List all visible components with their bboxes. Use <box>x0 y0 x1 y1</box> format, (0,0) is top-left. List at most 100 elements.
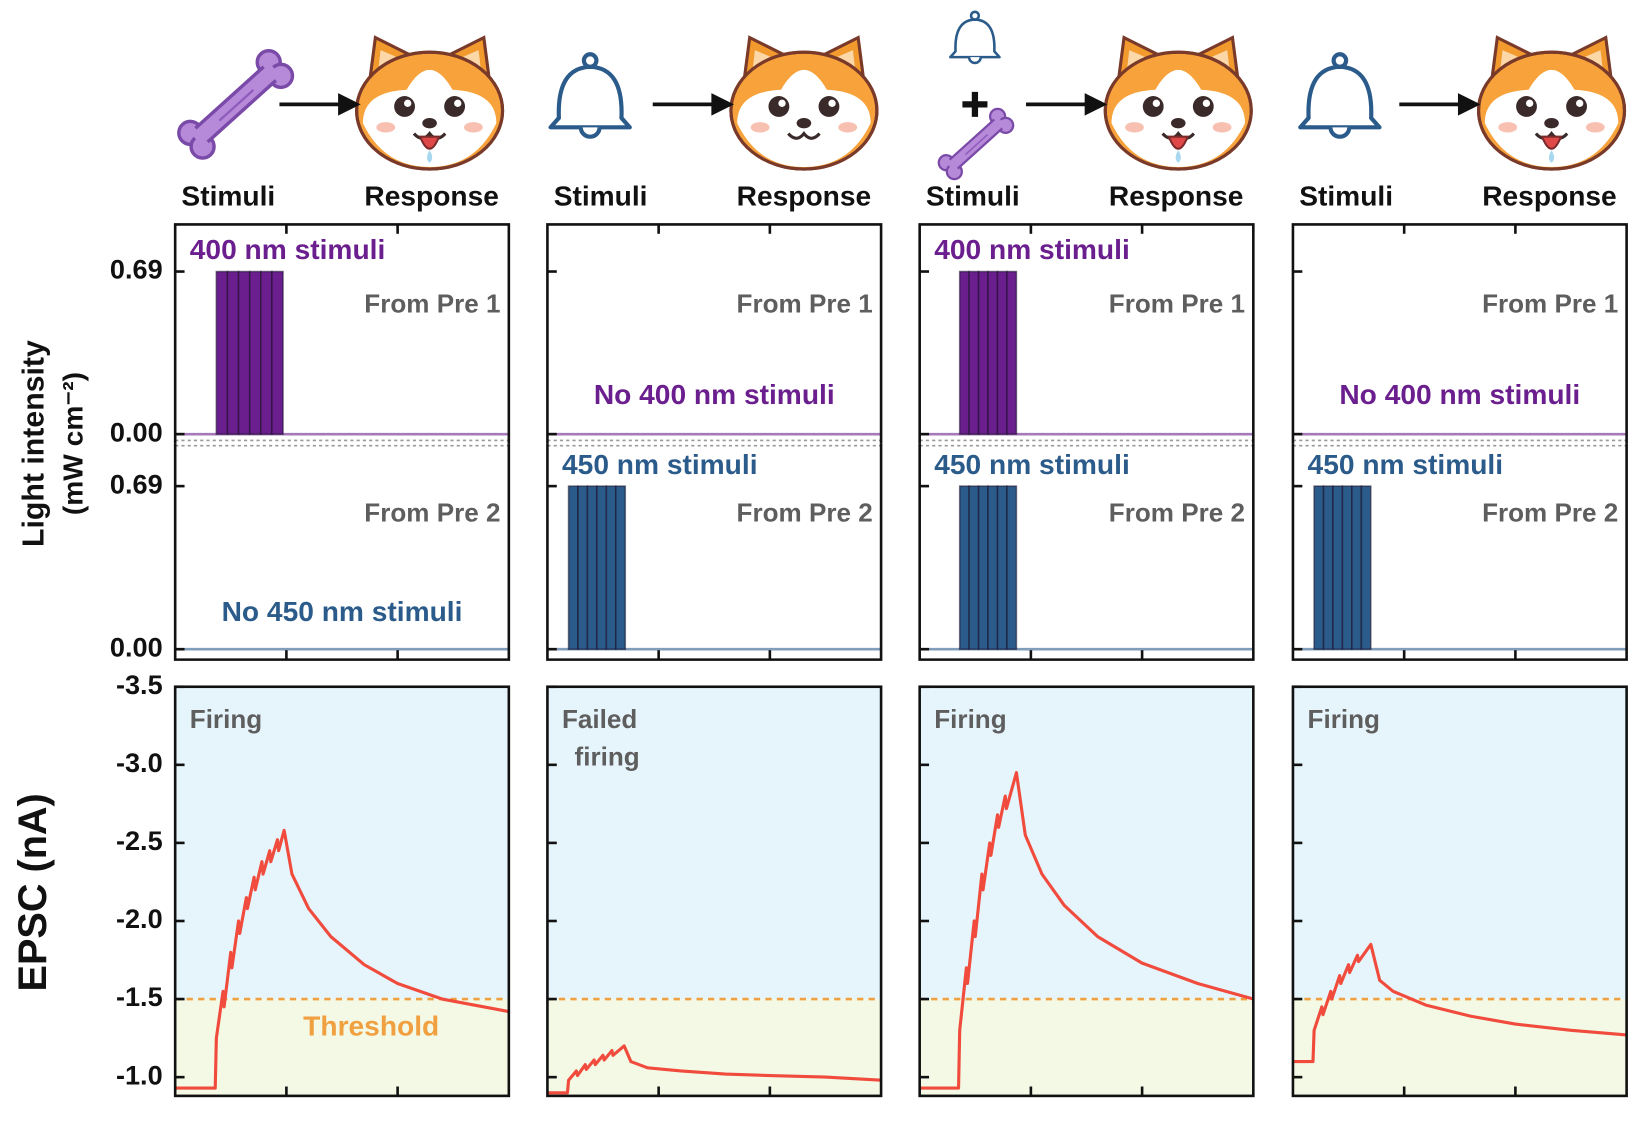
stimulus-label: 450 nm stimuli <box>1308 449 1504 480</box>
stimulus-label: No 400 nm stimuli <box>594 379 835 410</box>
y-axis-title: EPSC (nA) <box>11 793 55 991</box>
y-tick-label: -1.0 <box>116 1059 163 1090</box>
epsc-curve <box>1292 942 1627 1064</box>
y-tick-label: 0.00 <box>110 631 163 662</box>
panel-frame <box>546 685 883 1098</box>
light-pulse <box>977 270 989 435</box>
panel-frame <box>918 443 1255 661</box>
source-label: From Pre 1 <box>364 289 500 319</box>
firing-status: Firing <box>1308 704 1380 734</box>
firing-region <box>919 686 1254 1000</box>
light-pulse <box>958 270 970 435</box>
epsc-curve <box>547 1044 882 1095</box>
light-pulse <box>226 270 240 435</box>
stimuli-label: Stimuli <box>1299 181 1393 212</box>
bell-icon <box>551 54 630 136</box>
light-pulse <box>987 270 999 435</box>
y-tick-label: -1.5 <box>116 981 163 1012</box>
bell-icon <box>949 10 1001 65</box>
response-label: Response <box>737 181 872 212</box>
firing-status: Firing <box>934 704 1006 734</box>
panel-frame <box>173 443 511 661</box>
light-pulse <box>1313 485 1325 651</box>
light-pulse <box>987 485 999 651</box>
figure-body: Light intensity (mW cm⁻²) EPSC (nA) Stim… <box>11 10 1628 1098</box>
light-pulse <box>215 270 229 435</box>
panel-dividers <box>175 439 1627 447</box>
firing-status: firing <box>575 742 640 772</box>
light-pulse <box>1006 485 1018 651</box>
stimuli-label: Stimuli <box>181 181 275 212</box>
light-pulse <box>577 485 589 651</box>
threshold-label: Threshold <box>303 1011 439 1042</box>
source-label: From Pre 1 <box>737 289 873 319</box>
source-label: From Pre 2 <box>1109 497 1245 527</box>
y-axis-unit: (mW cm⁻²) <box>58 372 89 515</box>
panel-frame <box>546 443 883 661</box>
light-pulse <box>1332 485 1344 651</box>
source-label: From Pre 1 <box>1109 289 1245 319</box>
y-axis-title: Light intensity <box>17 340 50 547</box>
y-tick-label: -3.5 <box>116 669 163 700</box>
panel-frame <box>173 223 511 444</box>
y-tick-label: -2.5 <box>116 825 163 856</box>
panel-frame <box>173 685 511 1098</box>
light-pulse <box>596 485 608 651</box>
subthreshold-region <box>175 999 509 1096</box>
bone-icon <box>934 104 1018 184</box>
y-tick-label: 0.69 <box>110 254 163 285</box>
firing-region <box>1292 686 1627 1000</box>
light-pulse <box>1351 485 1363 651</box>
light-pulse <box>1322 485 1334 651</box>
stimulus-label: 400 nm stimuli <box>190 234 386 265</box>
response-label: Response <box>1482 181 1617 212</box>
source-label: From Pre 1 <box>1482 289 1618 319</box>
light-pulse <box>615 485 627 651</box>
stimulus-label: 450 nm stimuli <box>934 449 1130 480</box>
light-pulse <box>1360 485 1372 651</box>
firing-status: Firing <box>190 704 262 734</box>
light-pulse <box>1341 485 1353 651</box>
firing-region <box>547 686 882 1000</box>
stimulus-label: No 400 nm stimuli <box>1339 379 1580 410</box>
light-pulse <box>248 270 262 435</box>
panel-frame <box>546 223 883 444</box>
stimulus-label: 450 nm stimuli <box>562 449 758 480</box>
light-pulse <box>968 270 980 435</box>
light-pulse <box>586 485 598 651</box>
subthreshold-region <box>919 999 1254 1096</box>
stimulus-label: 400 nm stimuli <box>934 234 1130 265</box>
y-tick-label: -3.0 <box>116 747 163 778</box>
subthreshold-region <box>1292 999 1627 1096</box>
light-pulse <box>1006 270 1018 435</box>
bone-icon <box>172 44 299 165</box>
panel-frame <box>1291 443 1628 661</box>
response-label: Response <box>364 181 499 212</box>
y-tick-label: 0.69 <box>110 468 163 499</box>
firing-status: Failed <box>562 704 637 734</box>
response-label: Response <box>1109 181 1244 212</box>
arrows <box>279 93 1481 116</box>
epsc-curve <box>919 771 1254 1090</box>
source-label: From Pre 2 <box>737 497 873 527</box>
y-tick-label: 0.00 <box>110 416 163 447</box>
light-pulse <box>968 485 980 651</box>
panel-frame <box>1291 223 1628 444</box>
bell-icon <box>1300 54 1379 136</box>
light-pulse <box>996 270 1008 435</box>
light-pulse <box>605 485 617 651</box>
plus-sign <box>962 91 988 117</box>
stimuli-label: Stimuli <box>554 181 648 212</box>
light-pulse <box>996 485 1008 651</box>
source-label: From Pre 2 <box>364 497 500 527</box>
panel-frame <box>918 685 1255 1098</box>
subthreshold-region <box>547 999 882 1096</box>
stimuli-label: Stimuli <box>926 181 1020 212</box>
source-label: From Pre 2 <box>1482 497 1618 527</box>
epsc-curve <box>175 828 510 1090</box>
light-pulse <box>567 485 579 651</box>
light-pulse <box>271 270 284 435</box>
light-pulse <box>977 485 989 651</box>
